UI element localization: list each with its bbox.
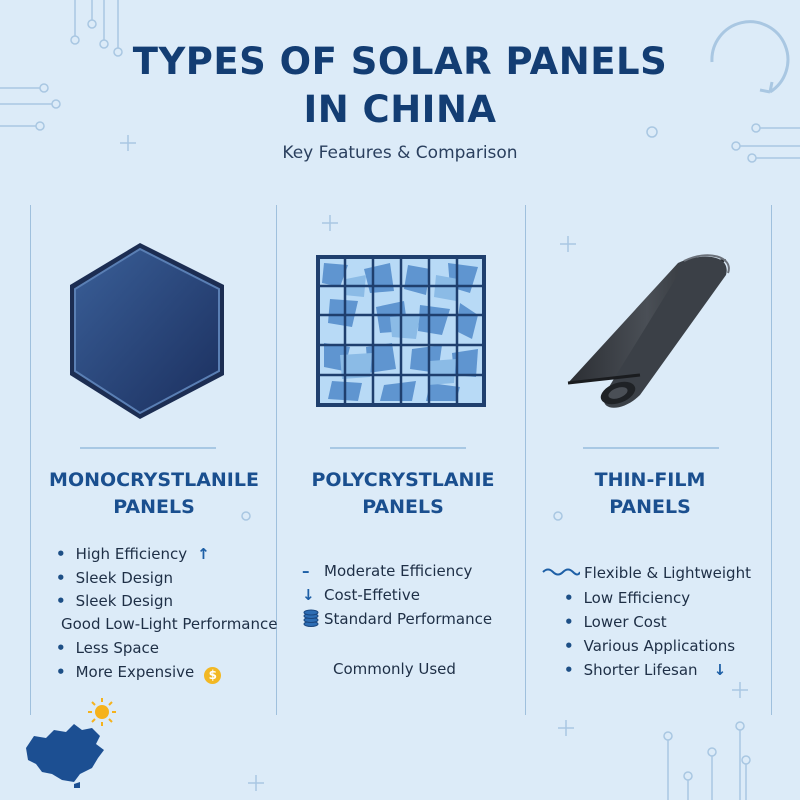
bullet-icon: •	[564, 613, 574, 631]
feature-text: Good Low-Light Performance	[61, 615, 278, 633]
bullet-icon: •	[56, 639, 66, 657]
page-subtitle: Key Features & Comparison	[282, 143, 518, 163]
bullet-icon: •	[564, 637, 574, 655]
title-line-1: TYPES OF SOLAR PANELS	[132, 40, 668, 83]
title-line-2: IN CHINA	[303, 88, 497, 131]
page-title: TYPES OF SOLAR PANELS IN CHINA	[0, 38, 800, 134]
feature-item: Flexible & Lightweight	[542, 563, 751, 583]
feature-item: ↓ Cost-Effetive	[302, 585, 420, 605]
bullet-icon: •	[56, 592, 66, 610]
feature-item: • Low Efficiency	[564, 588, 690, 608]
column-border-left	[30, 205, 31, 715]
bullet-icon: •	[56, 663, 66, 681]
heading-line-1: THIN-FILM	[594, 469, 706, 491]
feature-item: Standard Performance	[302, 609, 492, 629]
china-map-icon	[26, 698, 116, 788]
dollar-coin-icon: $	[204, 667, 222, 684]
polycrystalline-column: POLYCRYSTLANIE PANELS – Moderate Efficien…	[280, 205, 526, 715]
column-heading: MONOCRYSTLANILE PANELS	[30, 467, 278, 521]
wave-icon	[542, 563, 584, 583]
arrow-up-icon: ↑	[197, 545, 210, 563]
feature-item: Good Low-Light Performance	[61, 614, 277, 634]
feature-item: • More Expensive $	[56, 662, 222, 684]
heading-line-1: MONOCRYSTLANILE	[49, 469, 259, 491]
feature-item: Commonly Used	[333, 659, 456, 679]
feature-text: Various Applications	[583, 637, 736, 655]
feature-item: • Lower Cost	[564, 612, 667, 632]
column-border-right	[525, 205, 526, 715]
column-divider	[330, 447, 466, 449]
column-heading: POLYCRYSTLANIE PANELS	[280, 467, 526, 521]
column-border-right	[771, 205, 772, 715]
feature-text: High Efficiency	[75, 545, 188, 563]
feature-item: • Sleek Design	[56, 591, 173, 611]
arrow-down-icon: ↓	[302, 586, 315, 604]
feature-item: • Various Applications	[564, 636, 735, 656]
coin-stack-icon	[302, 609, 324, 629]
multicrystal-grid-panel-image	[316, 255, 486, 407]
bullet-icon: •	[564, 661, 574, 679]
feature-text: Cost-Effetive	[324, 586, 420, 604]
feature-text: Lower Cost	[583, 613, 667, 631]
bullet-icon: •	[56, 569, 66, 587]
feature-item: • High Efficiency ↑	[56, 544, 210, 564]
feature-item: – Moderate Efficiency	[302, 561, 472, 581]
hexagon-cell-image	[70, 243, 224, 419]
feature-text: Moderate Efficiency	[324, 562, 473, 580]
heading-line-1: POLYCRYSTLANIE	[311, 469, 495, 491]
minus-icon: –	[302, 562, 310, 580]
thin-film-column: THIN-FILM PANELS Flexible & Lightweight …	[528, 205, 772, 715]
feature-text: Shorter Lifesan	[583, 661, 698, 679]
monocrystalline-column: MONOCRYSTLANILE PANELS • High Efficiency ↑…	[30, 205, 278, 715]
feature-item: • Sleek Design	[56, 568, 173, 588]
feature-text: Sleek Design	[75, 569, 173, 587]
rolled-film-image	[567, 254, 730, 408]
bullet-icon: •	[56, 545, 66, 563]
feature-item: • Less Space	[56, 638, 159, 658]
feature-text: More Expensive	[75, 663, 195, 681]
column-border-right	[276, 205, 277, 715]
column-divider	[80, 447, 216, 449]
feature-text: Commonly Used	[333, 660, 456, 678]
feature-text: Standard Performance	[324, 610, 493, 628]
sun-icon	[88, 698, 116, 726]
feature-item: • Shorter Lifesan ↓	[564, 660, 726, 680]
column-heading: THIN-FILM PANELS	[528, 467, 772, 521]
feature-text: Sleek Design	[75, 592, 173, 610]
column-divider	[583, 447, 719, 449]
feature-text: Low Efficiency	[583, 589, 691, 607]
feature-text: Less Space	[75, 639, 160, 657]
heading-line-2: PANELS	[609, 496, 691, 518]
bullet-icon: •	[564, 589, 574, 607]
heading-line-2: PANELS	[113, 496, 195, 518]
feature-text: Flexible & Lightweight	[584, 564, 751, 582]
arrow-down-icon: ↓	[713, 661, 727, 679]
heading-line-2: PANELS	[362, 496, 444, 518]
